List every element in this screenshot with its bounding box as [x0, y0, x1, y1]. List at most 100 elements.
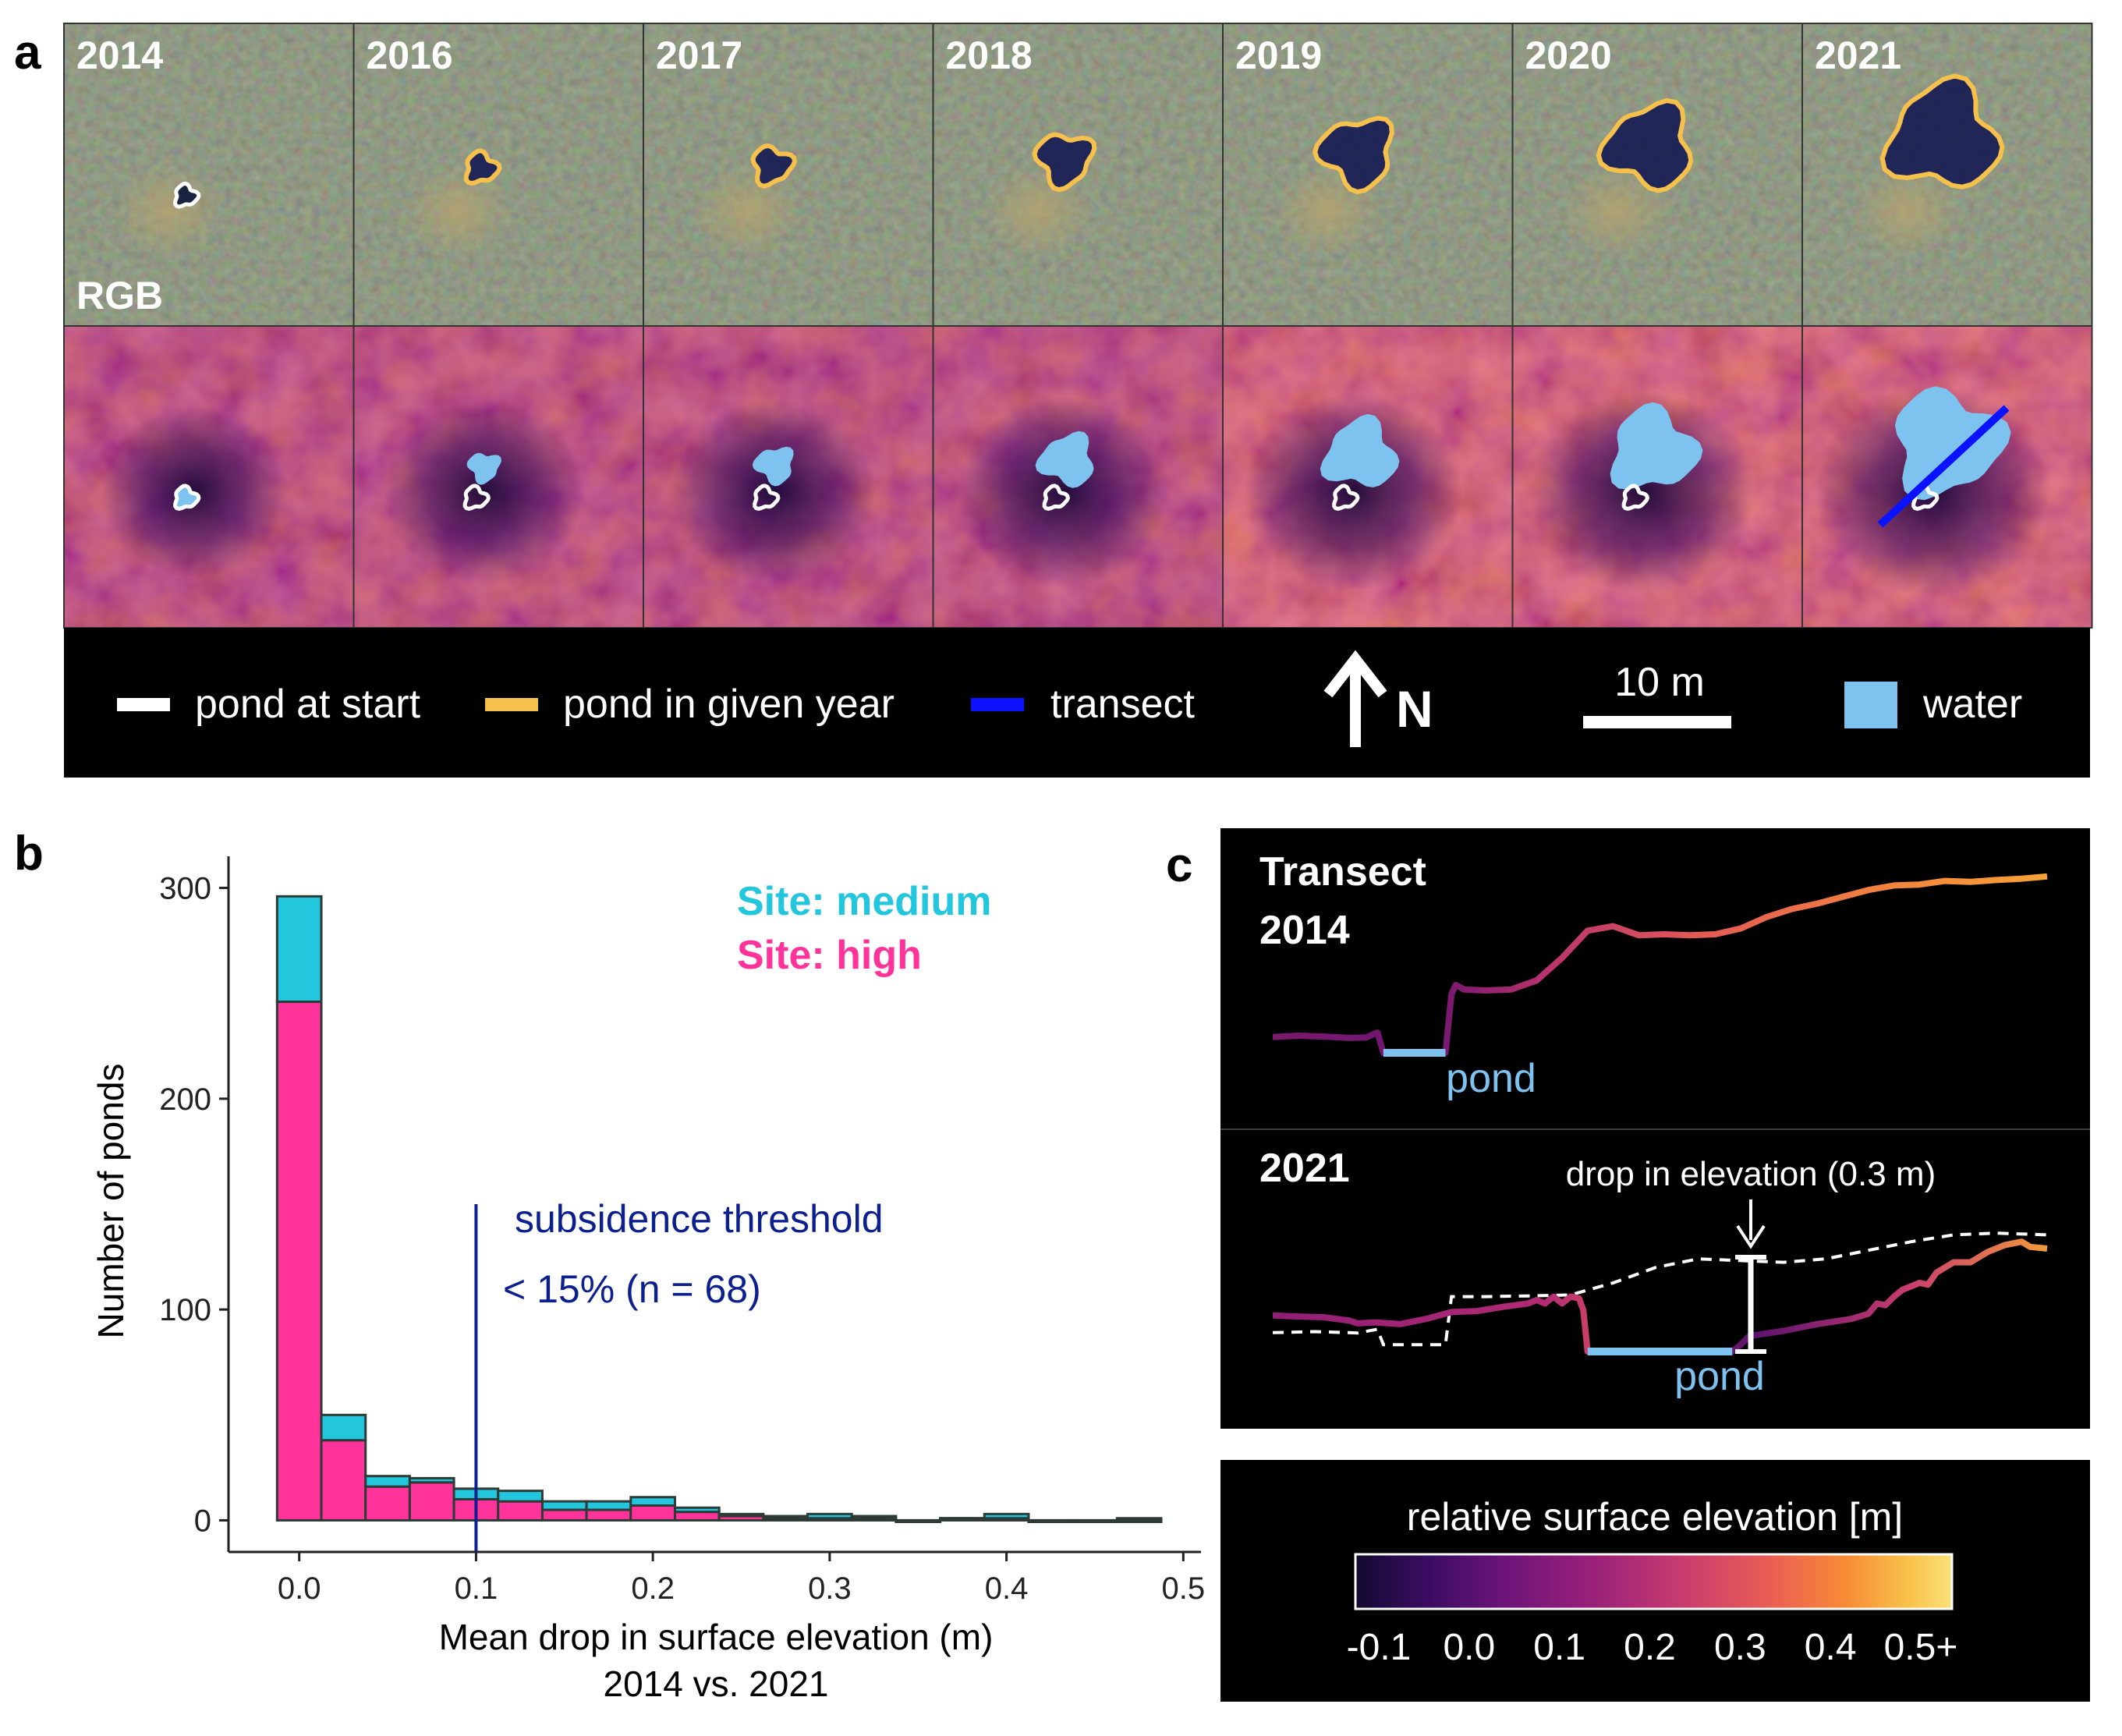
water-mask — [466, 452, 501, 485]
histogram-bar — [585, 1508, 632, 1522]
histogram-bar — [540, 1500, 588, 1511]
transect-title-line2: 2014 — [1259, 908, 1350, 953]
histogram-bar — [806, 1512, 853, 1520]
rgb-tile: 2016 — [352, 23, 644, 327]
rgb-image-row: 2014 2016 2017 2018 2019 2020 2021 RGB — [63, 23, 2093, 327]
legend-pond-start-swatch — [117, 698, 170, 711]
panel-c-letter: c — [1166, 838, 1192, 892]
year-label: 2019 — [1235, 34, 1322, 77]
elevation-tile — [63, 325, 355, 629]
transect-2014-reference-line — [1272, 1231, 2048, 1347]
north-label: N — [1396, 680, 1433, 738]
colorbar-gradient — [1354, 1553, 1954, 1610]
elevation-tile — [643, 325, 934, 629]
rgb-tile: 2017 — [643, 23, 934, 327]
histogram-bar — [1027, 1518, 1075, 1523]
rgb-tile: 2021 — [1801, 23, 2093, 327]
transect-year-2021: 2021 — [1259, 1146, 1350, 1191]
legend-transect-swatch — [971, 698, 1024, 711]
pond-outline — [1879, 73, 2005, 190]
transect-2021-line — [1272, 1238, 2048, 1355]
threshold-label-line1: subsidence threshold — [515, 1197, 884, 1241]
pond-outline — [753, 484, 781, 511]
drop-in-elevation-label: drop in elevation (0.3 m) — [1566, 1155, 1936, 1193]
water-mask — [1610, 402, 1703, 490]
pond-outline — [1042, 484, 1071, 511]
panel-a-legend-box — [64, 628, 2090, 778]
elevation-tile — [352, 325, 644, 629]
histogram-bar — [585, 1500, 632, 1511]
histogram-bar — [673, 1506, 721, 1514]
rgb-tile: 2020 — [1511, 23, 1803, 327]
legend-pond-start-label: pond at start — [195, 682, 421, 727]
x-tick-label: 0.4 — [985, 1571, 1029, 1606]
pond-outline — [1332, 484, 1360, 511]
water-mask — [1894, 386, 2011, 501]
histogram-bar — [762, 1515, 809, 1520]
north-arrow-icon — [1323, 650, 1387, 747]
transect-profiles — [1272, 873, 2048, 1355]
histogram-bar — [1072, 1518, 1118, 1523]
panel-b-letter: b — [14, 827, 44, 880]
transect-title-line1: Transect — [1259, 849, 1426, 895]
legend-site-high: Site: high — [737, 933, 922, 978]
scale-bar-label: 10 m — [1614, 660, 1705, 705]
x-axis-title-line2: 2014 vs. 2021 — [603, 1663, 828, 1704]
legend-site-medium: Site: medium — [737, 879, 992, 924]
pond-outline — [463, 148, 502, 186]
x-tick-label: 0.1 — [455, 1571, 498, 1606]
y-tick-label: 300 — [159, 872, 211, 906]
histogram-bar — [1115, 1517, 1163, 1522]
legend-pond-year-label: pond in given year — [563, 682, 894, 727]
histogram: 0 100 200 300 0.0 0.1 0.2 0.3 0.4 0.5 — [159, 856, 1205, 1606]
year-label: 2016 — [367, 34, 453, 77]
x-tick-label: 0.3 — [808, 1571, 852, 1606]
histogram-bar — [497, 1490, 544, 1503]
pond-outline — [1911, 484, 1940, 511]
histogram-bar — [275, 1001, 323, 1522]
histogram-bar — [275, 895, 323, 1004]
x-tick-label: 0.2 — [631, 1571, 675, 1606]
water-mask — [752, 446, 794, 487]
colorbar-title: relative surface elevation [m] — [1407, 1495, 1903, 1539]
histogram-bar — [717, 1512, 765, 1518]
histogram-bar — [850, 1515, 898, 1520]
drop-measure-bracket — [1735, 1255, 1766, 1354]
y-tick-label: 0 — [194, 1504, 211, 1538]
drop-arrow-icon — [1736, 1199, 1766, 1249]
transect-line — [1877, 405, 2010, 528]
legend-water-swatch — [1844, 682, 1897, 728]
pond-label-2021: pond — [1674, 1354, 1765, 1399]
elevation-image-row — [63, 325, 2093, 629]
elevation-tile — [932, 325, 1224, 629]
colorbar-tick-label: -0.1 — [1347, 1627, 1412, 1668]
pond-outline — [1596, 97, 1694, 193]
elevation-tile — [1511, 325, 1803, 629]
colorbar-tick-label: 0.1 — [1533, 1627, 1585, 1668]
x-tick-label: 0.0 — [278, 1571, 321, 1606]
x-axis-title-line1: Mean drop in surface elevation (m) — [439, 1617, 994, 1657]
pond-outline — [750, 143, 798, 189]
water-mask — [173, 484, 201, 511]
x-tick-label: 0.5 — [1162, 1571, 1206, 1606]
histogram-bar — [320, 1439, 367, 1522]
colorbar-tick-label: 0.4 — [1805, 1627, 1857, 1668]
colorbar-tick-label: 0.2 — [1624, 1627, 1676, 1668]
histogram-bar — [894, 1518, 942, 1523]
elevation-tile — [1801, 325, 2093, 629]
year-label: 2017 — [656, 34, 742, 77]
rgb-tile: 2019 — [1222, 23, 1514, 327]
histogram-bar — [408, 1476, 455, 1484]
y-axis-title: Number of ponds — [90, 1064, 131, 1339]
pond-label-2014: pond — [1446, 1056, 1536, 1101]
threshold-label-line2: < 15% (n = 68) — [503, 1267, 761, 1311]
pond-outline — [1621, 484, 1650, 511]
legend-water-label: water — [1922, 682, 2022, 727]
year-label: 2020 — [1525, 34, 1612, 77]
rgb-label: RGB — [76, 274, 163, 317]
histogram-bar — [408, 1481, 455, 1522]
water-mask — [1035, 430, 1094, 488]
y-tick-label: 100 — [159, 1293, 211, 1327]
pond-outline — [173, 181, 201, 209]
colorbar-tick-label: 0.0 — [1443, 1627, 1495, 1668]
